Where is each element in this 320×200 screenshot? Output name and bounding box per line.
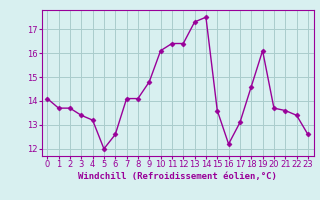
X-axis label: Windchill (Refroidissement éolien,°C): Windchill (Refroidissement éolien,°C) xyxy=(78,172,277,181)
